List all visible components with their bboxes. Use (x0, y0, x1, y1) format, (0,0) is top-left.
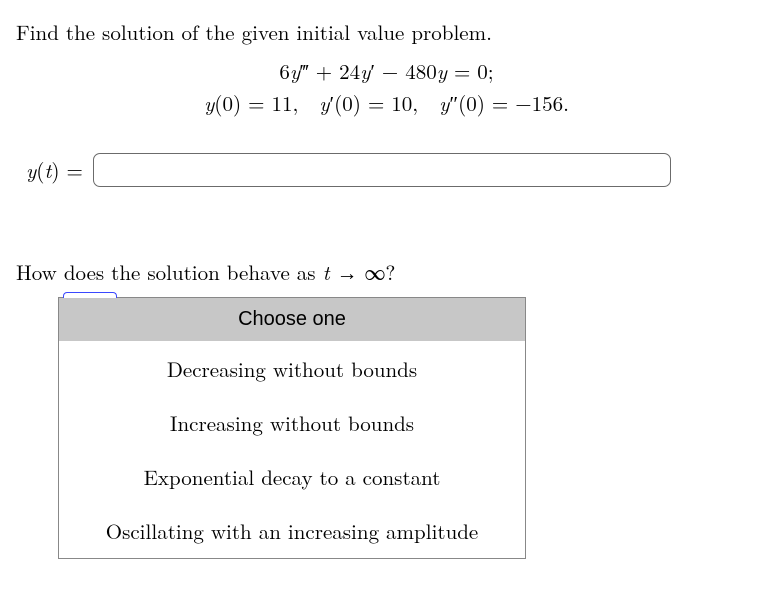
behavior-option[interactable]: Decreasing without bounds (59, 342, 525, 396)
behavior-option[interactable]: Oscillating with an increasing amplitude (59, 504, 525, 558)
behavior-select-head[interactable]: Choose one (59, 298, 525, 342)
answer-row: y(t) = (26, 153, 757, 187)
equation-block: 6y‴ + 24y′ − 480y = 0; y(0) = 11, y′(0) … (16, 56, 757, 119)
solution-input[interactable] (93, 153, 671, 187)
behavior-prompt: How does the solution behave as t → ∞? (16, 257, 757, 287)
problem-prompt: Find the solution of the given initial v… (16, 18, 757, 46)
equation-line-2: y(0) = 11, y′(0) = 10, y″(0) = −156. (16, 88, 757, 120)
equation-line-1: 6y‴ + 24y′ − 480y = 0; (16, 56, 757, 88)
select-tab-indicator (63, 292, 117, 298)
behavior-option[interactable]: Increasing without bounds (59, 396, 525, 450)
behavior-option[interactable]: Exponential decay to a constant (59, 450, 525, 504)
answer-label: y(t) = (26, 155, 83, 185)
behavior-select[interactable]: Choose one Decreasing without bounds Inc… (58, 297, 526, 559)
